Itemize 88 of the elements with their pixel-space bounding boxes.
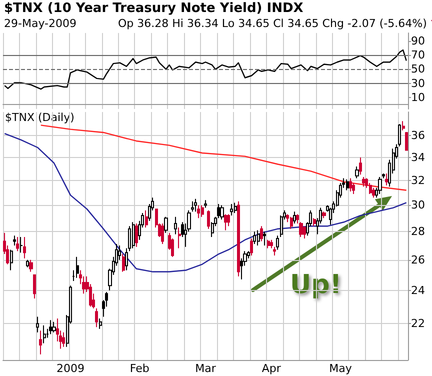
candlestick [313,218,316,227]
candlestick [234,202,237,214]
candlestick [13,235,16,246]
candlestick [359,156,362,176]
chart-subtitle: 29-May-2009 [4,17,76,30]
candlestick [237,200,240,277]
candlestick [405,132,408,151]
candlestick [253,231,256,245]
candlestick [322,211,326,219]
candlestick [267,239,270,249]
candlestick [402,120,405,131]
candlestick [382,173,385,179]
y-tick-label: 70 [411,48,425,62]
candlestick [260,226,263,242]
candlestick [352,182,355,194]
candlestick [26,259,29,268]
candlestick [194,198,197,212]
candlestick [263,231,266,246]
candlestick [220,204,224,220]
candlestick [224,214,227,231]
candlestick [164,216,168,234]
candlestick [227,214,230,227]
candlestick [250,238,253,256]
line-series [4,132,407,272]
y-tick-label: 30 [411,76,425,90]
candlestick [349,178,352,192]
candlestick [132,222,135,249]
candlestick [33,274,36,299]
candlestick [257,230,260,246]
candlestick [20,236,23,254]
candlestick [204,200,207,208]
candlestick [369,182,372,194]
text: Op 36.28 Hi 36.34 Lo 34.65 Cl 34.65 Chg -2.07 (-5.64%) [118,17,428,30]
line-series [4,49,407,90]
x-tick-label: Feb [130,362,150,375]
candlestick [276,235,279,250]
candlestick [230,203,233,216]
candlestick [10,249,13,271]
y-tick-label: 28 [411,225,425,238]
x-tick-label: Apr [262,362,282,375]
candlestick [52,321,56,333]
candlestick [355,166,359,179]
candlestick [145,210,148,228]
candlestick [99,318,102,330]
candlestick [293,211,296,224]
y-tick-label: 34 [411,150,425,164]
candlestick [303,226,306,239]
x-tick-label: May [329,362,352,375]
candlestick [23,236,26,259]
line-series [40,124,407,191]
candlestick [29,259,33,272]
candlestick [161,222,164,245]
candlestick [346,178,349,191]
candlestick [270,239,273,249]
x-tick-label: Mar [195,362,216,375]
y-tick-label: 90 [411,34,425,48]
candlestick [178,227,181,249]
y-tick-label: 30 [411,198,425,212]
candlestick [122,254,125,272]
candlestick [43,324,46,344]
candlestick [49,320,52,335]
y-tick-label: 22 [411,317,425,330]
candlestick [16,236,19,252]
candlestick [290,216,293,230]
chart-title: $TNX (10 Year Treasury Note Yield) INDX [4,1,304,16]
candlestick [62,332,65,348]
candlestick [39,330,42,355]
candlestick [135,222,138,248]
y-tick-label: 36 [411,129,425,142]
y-tick-label: 50 [411,62,425,76]
candlestick [378,176,382,194]
candlestick [191,200,194,212]
candlestick [273,246,276,256]
candlestick [362,176,365,188]
y-tick-label: 26 [411,253,425,266]
candlestick [372,187,375,198]
candlestick [174,216,177,235]
x-tick-label: 2009 [56,362,84,375]
candlestick [76,256,79,278]
candlestick [201,204,204,218]
y-tick-label: 32 [411,174,425,188]
candlestick [207,210,210,230]
y-tick-label: 10 [411,91,425,104]
candlestick [197,204,200,219]
candlestick [36,316,39,333]
candlestick [385,173,388,186]
y-tick-label: 24 [411,284,425,297]
candlestick [95,308,98,328]
